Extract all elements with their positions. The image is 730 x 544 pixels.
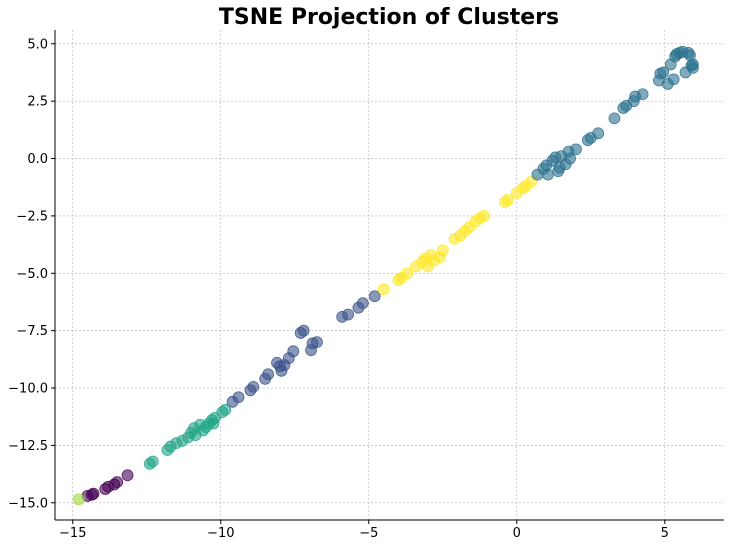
data-point (72, 493, 85, 506)
data-point (111, 476, 124, 489)
point-cluster (226, 290, 381, 408)
data-point (297, 324, 310, 337)
data-point (436, 244, 449, 257)
grid (55, 30, 724, 520)
point-cluster (81, 469, 134, 502)
y-tick-label: −12.5 (8, 439, 48, 454)
data-point (368, 290, 381, 303)
data-point (207, 417, 220, 430)
y-tick-label: 2.5 (27, 95, 48, 110)
data-point (121, 469, 134, 482)
data-point (401, 267, 414, 280)
data-point (564, 152, 576, 165)
data-point (570, 143, 582, 156)
data-point (636, 88, 649, 101)
data-points (72, 45, 699, 506)
data-point (478, 210, 491, 222)
y-tick-label: −15.0 (8, 496, 48, 511)
data-point (687, 61, 699, 74)
x-tick-label: −5 (359, 526, 378, 541)
y-tick-label: −10.0 (8, 382, 48, 397)
point-cluster (72, 493, 85, 506)
data-point (608, 112, 621, 125)
data-point (541, 168, 554, 181)
y-tick-label: −5.0 (16, 267, 48, 282)
data-point (219, 403, 232, 416)
y-tick-label: −7.5 (16, 324, 48, 339)
point-cluster (143, 403, 232, 470)
data-point (657, 66, 670, 79)
x-tick-label: 0 (513, 526, 521, 541)
data-point (86, 488, 98, 501)
data-point (592, 127, 605, 140)
point-cluster (531, 45, 699, 181)
y-ticks: 5.0 2.5 0.0 −2.5 −5.0 −7.5 −10.0 −12.5 −15.0 (8, 37, 55, 511)
data-point (356, 297, 369, 310)
axes (54, 30, 724, 521)
data-point (262, 368, 275, 381)
x-ticks: −15 −10 −5 0 5 (59, 520, 669, 541)
data-point (667, 73, 680, 86)
y-tick-label: −2.5 (16, 209, 48, 224)
x-tick-label: 5 (661, 526, 669, 541)
data-point (377, 283, 390, 296)
chart-title: TSNE Projection of Clusters (219, 5, 559, 30)
data-point (247, 380, 260, 393)
data-point (311, 336, 323, 349)
data-point (232, 391, 245, 404)
y-tick-label: 0.0 (27, 152, 48, 167)
x-tick-label: −15 (59, 526, 86, 541)
x-tick-label: −10 (207, 526, 234, 541)
data-point (146, 455, 159, 468)
point-cluster (377, 175, 538, 296)
data-point (287, 345, 300, 358)
data-point (502, 193, 514, 206)
data-point (342, 308, 354, 321)
y-tick-label: 5.0 (27, 37, 48, 52)
